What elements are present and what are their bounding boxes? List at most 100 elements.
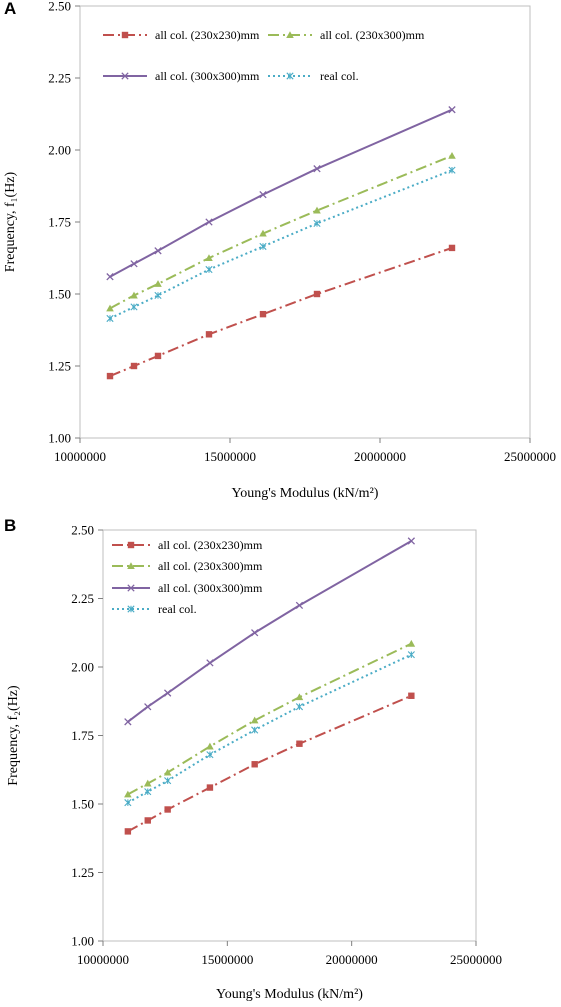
panel-b-series-1-point: [206, 784, 214, 791]
panel-a-series-2-point: [154, 280, 162, 287]
panel-b-series-4-point: [164, 777, 172, 785]
panel-b-series-4-point: [124, 799, 132, 807]
panel-b-series-2-point: [143, 779, 152, 787]
panel-a-series-4-point: [448, 166, 456, 174]
panel-a-y-tick-label: 1.00: [48, 431, 71, 446]
panel-a-chart: 1.00 1.25 1.50 1.75 2.00 2.25 2.50 10000000 1500…: [3, 0, 556, 501]
panel-b-y-tick-label: 2.00: [71, 660, 94, 675]
panel-a-x-axis-label: Young's Modulus (kN/m²): [232, 486, 379, 501]
panel-a-y-tick-label: 2.25: [48, 71, 71, 86]
panel-b-series-3-point: [251, 629, 259, 637]
panel-a-series-2-legend-marker: [286, 31, 294, 38]
panel-b-x-tick-label: 20000000: [326, 952, 378, 967]
panel-b-chart: 1.00 1.25 1.50 1.75 2.00 2.25 2.50 10000000 1500…: [6, 523, 502, 1003]
panel-b-series-3-legend-marker: [127, 584, 135, 592]
panel-b-x-tick-label: 10000000: [77, 952, 129, 967]
panel-a-y-tick-label: 1.25: [48, 359, 71, 374]
panel-b-series-3-legend-label: all col. (300x300)mm: [158, 581, 263, 595]
panel-b-series-4-point: [251, 726, 259, 734]
panel-a-series-3-point: [154, 247, 162, 255]
panel-b-series-4-point: [295, 703, 304, 711]
panel-a-x-tick-label: 10000000: [54, 449, 106, 464]
panel-a-y-axis-label: Frequency, f₁(Hz): [3, 171, 18, 272]
panel-a-series-2-point: [106, 304, 114, 312]
panel-a-series-3-legend-label: all col. (300x300)mm: [155, 69, 260, 83]
panel-b-y-tick-label: 1.00: [71, 934, 94, 949]
panel-a-series-2-point: [130, 291, 138, 299]
panel-b-series-2-point: [206, 742, 214, 750]
panel-a-series-2-point: [205, 254, 213, 261]
panel-a-series-3-point: [130, 260, 138, 268]
panel-b-series-2-line: [127, 642, 412, 796]
panel-b-series-1-point: [124, 828, 132, 835]
panel-b-series-2-legend-label: all col. (230x300)mm: [158, 559, 263, 573]
panel-a-y-tick-label: 1.50: [48, 287, 71, 302]
panel-b-letter: B: [4, 516, 17, 535]
panel-b-x-tick-label: 15000000: [201, 952, 253, 967]
panel-a-plot-area: [79, 5, 531, 439]
panel-a-letter: A: [4, 0, 17, 18]
panel-a-x-tick-label: 25000000: [504, 449, 556, 464]
panel-b-y-tick-label: 2.50: [71, 523, 94, 538]
panel-a-series-2-point: [448, 151, 456, 159]
panel-a-series-2-legend-label: all col. (230x300)mm: [320, 28, 425, 42]
panel-a-series-1-line: [109, 246, 453, 378]
panel-a-series-4-legend-label: real col.: [320, 69, 359, 83]
panel-a-x-tick-label: 15000000: [204, 449, 256, 464]
panel-b-series-3-point: [407, 537, 416, 545]
panel-b-y-tick-label: 2.25: [71, 591, 94, 606]
panel-a-series-4-legend-marker: [286, 72, 294, 80]
panel-a-series-2-point: [259, 229, 267, 237]
panel-a-y-tick-label: 2.50: [48, 0, 71, 14]
panel-b-x-tick-label: 25000000: [450, 952, 502, 967]
panel-a-series-4-point: [259, 242, 267, 251]
panel-a-series-1-point: [130, 362, 138, 370]
panel-b-y-tick-label: 1.25: [71, 865, 94, 880]
panel-b-series-2-point: [407, 639, 416, 647]
panel-a-series-3-point: [313, 165, 321, 173]
panel-b-series-4-line: [127, 653, 412, 804]
panel-b-series-2-point: [124, 790, 132, 798]
panel-b-series-3-point: [206, 659, 214, 667]
panel-a-series-1-legend-marker: [121, 31, 129, 39]
panel-a-series-1-legend-label: all col. (230x230)mm: [155, 28, 260, 42]
panel-a-y-tick-label: 1.75: [48, 215, 71, 230]
panel-b-series-4-point: [144, 788, 152, 796]
panel-a-x-tick-label: 20000000: [354, 449, 406, 464]
panel-b-y-tick-label: 1.50: [71, 797, 94, 812]
panel-b-series-3-point: [163, 689, 172, 697]
panel-b-series-4-legend-label: real col.: [158, 602, 197, 616]
panel-a-series-4-point: [106, 314, 114, 323]
panel-a-series-2-point: [313, 206, 321, 214]
panel-b-series-1-point: [296, 740, 303, 747]
panel-a-series-3-point: [106, 273, 114, 281]
panel-a-series-3-legend-marker: [121, 72, 129, 80]
panel-b-series-3-point: [295, 601, 304, 610]
panel-b-series-4-legend-marker: [127, 605, 135, 613]
panel-b-x-axis-label: Young's Modulus (kN/m²): [216, 987, 363, 1002]
panel-a-series-1-point: [313, 290, 321, 298]
panel-b-series-4-point: [407, 651, 415, 659]
panel-a-series-1-point: [448, 244, 456, 252]
panel-a-series-3-line: [109, 108, 453, 278]
panel-a-series-2-line: [109, 154, 453, 310]
panel-b-series-2-point: [250, 716, 259, 724]
panel-b-y-axis-label: Frequency, f₂(Hz): [6, 685, 21, 786]
panel-a-series-1-point: [205, 331, 213, 338]
panel-b-series-1-legend-label: all col. (230x230)mm: [158, 538, 263, 552]
panel-a-series-4-point: [154, 291, 162, 300]
panel-a-y-tick-label: 2.00: [48, 143, 71, 158]
panel-b-series-3-point: [124, 718, 132, 726]
panel-a-series-3-point: [448, 106, 456, 114]
panel-a-series-4-point: [130, 303, 138, 311]
panel-b-series-1-point: [164, 806, 171, 813]
panel-a-series-4-point: [313, 219, 321, 228]
panel-b-series-2-legend-marker: [127, 562, 135, 569]
panel-b-series-2-point: [295, 693, 304, 701]
panel-b-series-4-point: [206, 751, 214, 759]
panel-a-series-3-point: [205, 218, 213, 226]
panel-a-series-3-point: [259, 190, 267, 199]
panel-b-series-1-point: [251, 761, 258, 768]
panel-a-series-1-point: [154, 352, 162, 360]
